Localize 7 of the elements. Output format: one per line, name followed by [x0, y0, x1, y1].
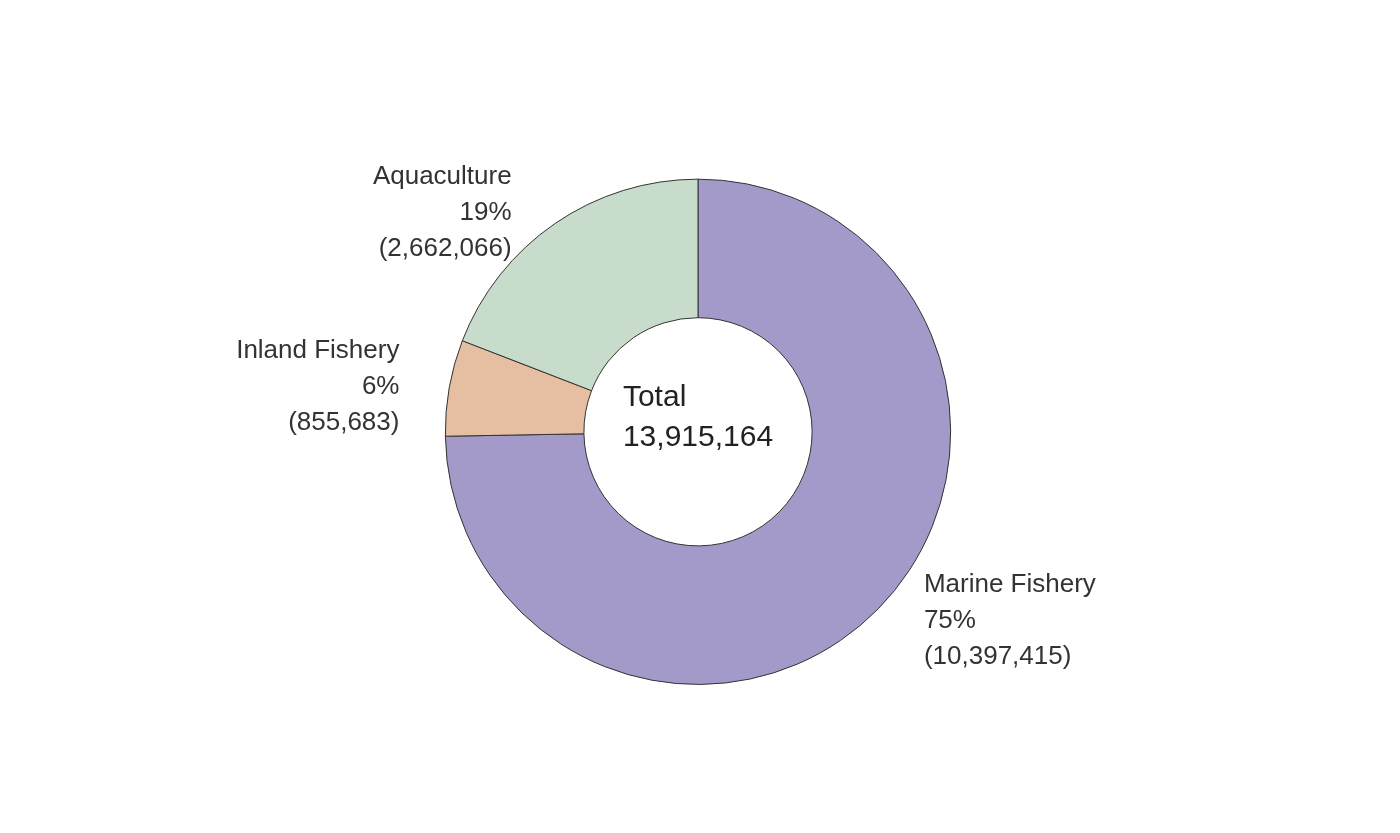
slice-label: Aquaculture [372, 160, 512, 191]
slice-label: Inland Fishery [236, 334, 400, 365]
data-label: 75% (10,397,415) [923, 604, 1072, 671]
slice-label: Marine Fishery [923, 568, 1096, 599]
text: Total 13,915,164 [622, 379, 774, 452]
data-label: 19% (2,662,066) [378, 196, 512, 263]
data-label: 6% (855,683) [288, 370, 400, 437]
